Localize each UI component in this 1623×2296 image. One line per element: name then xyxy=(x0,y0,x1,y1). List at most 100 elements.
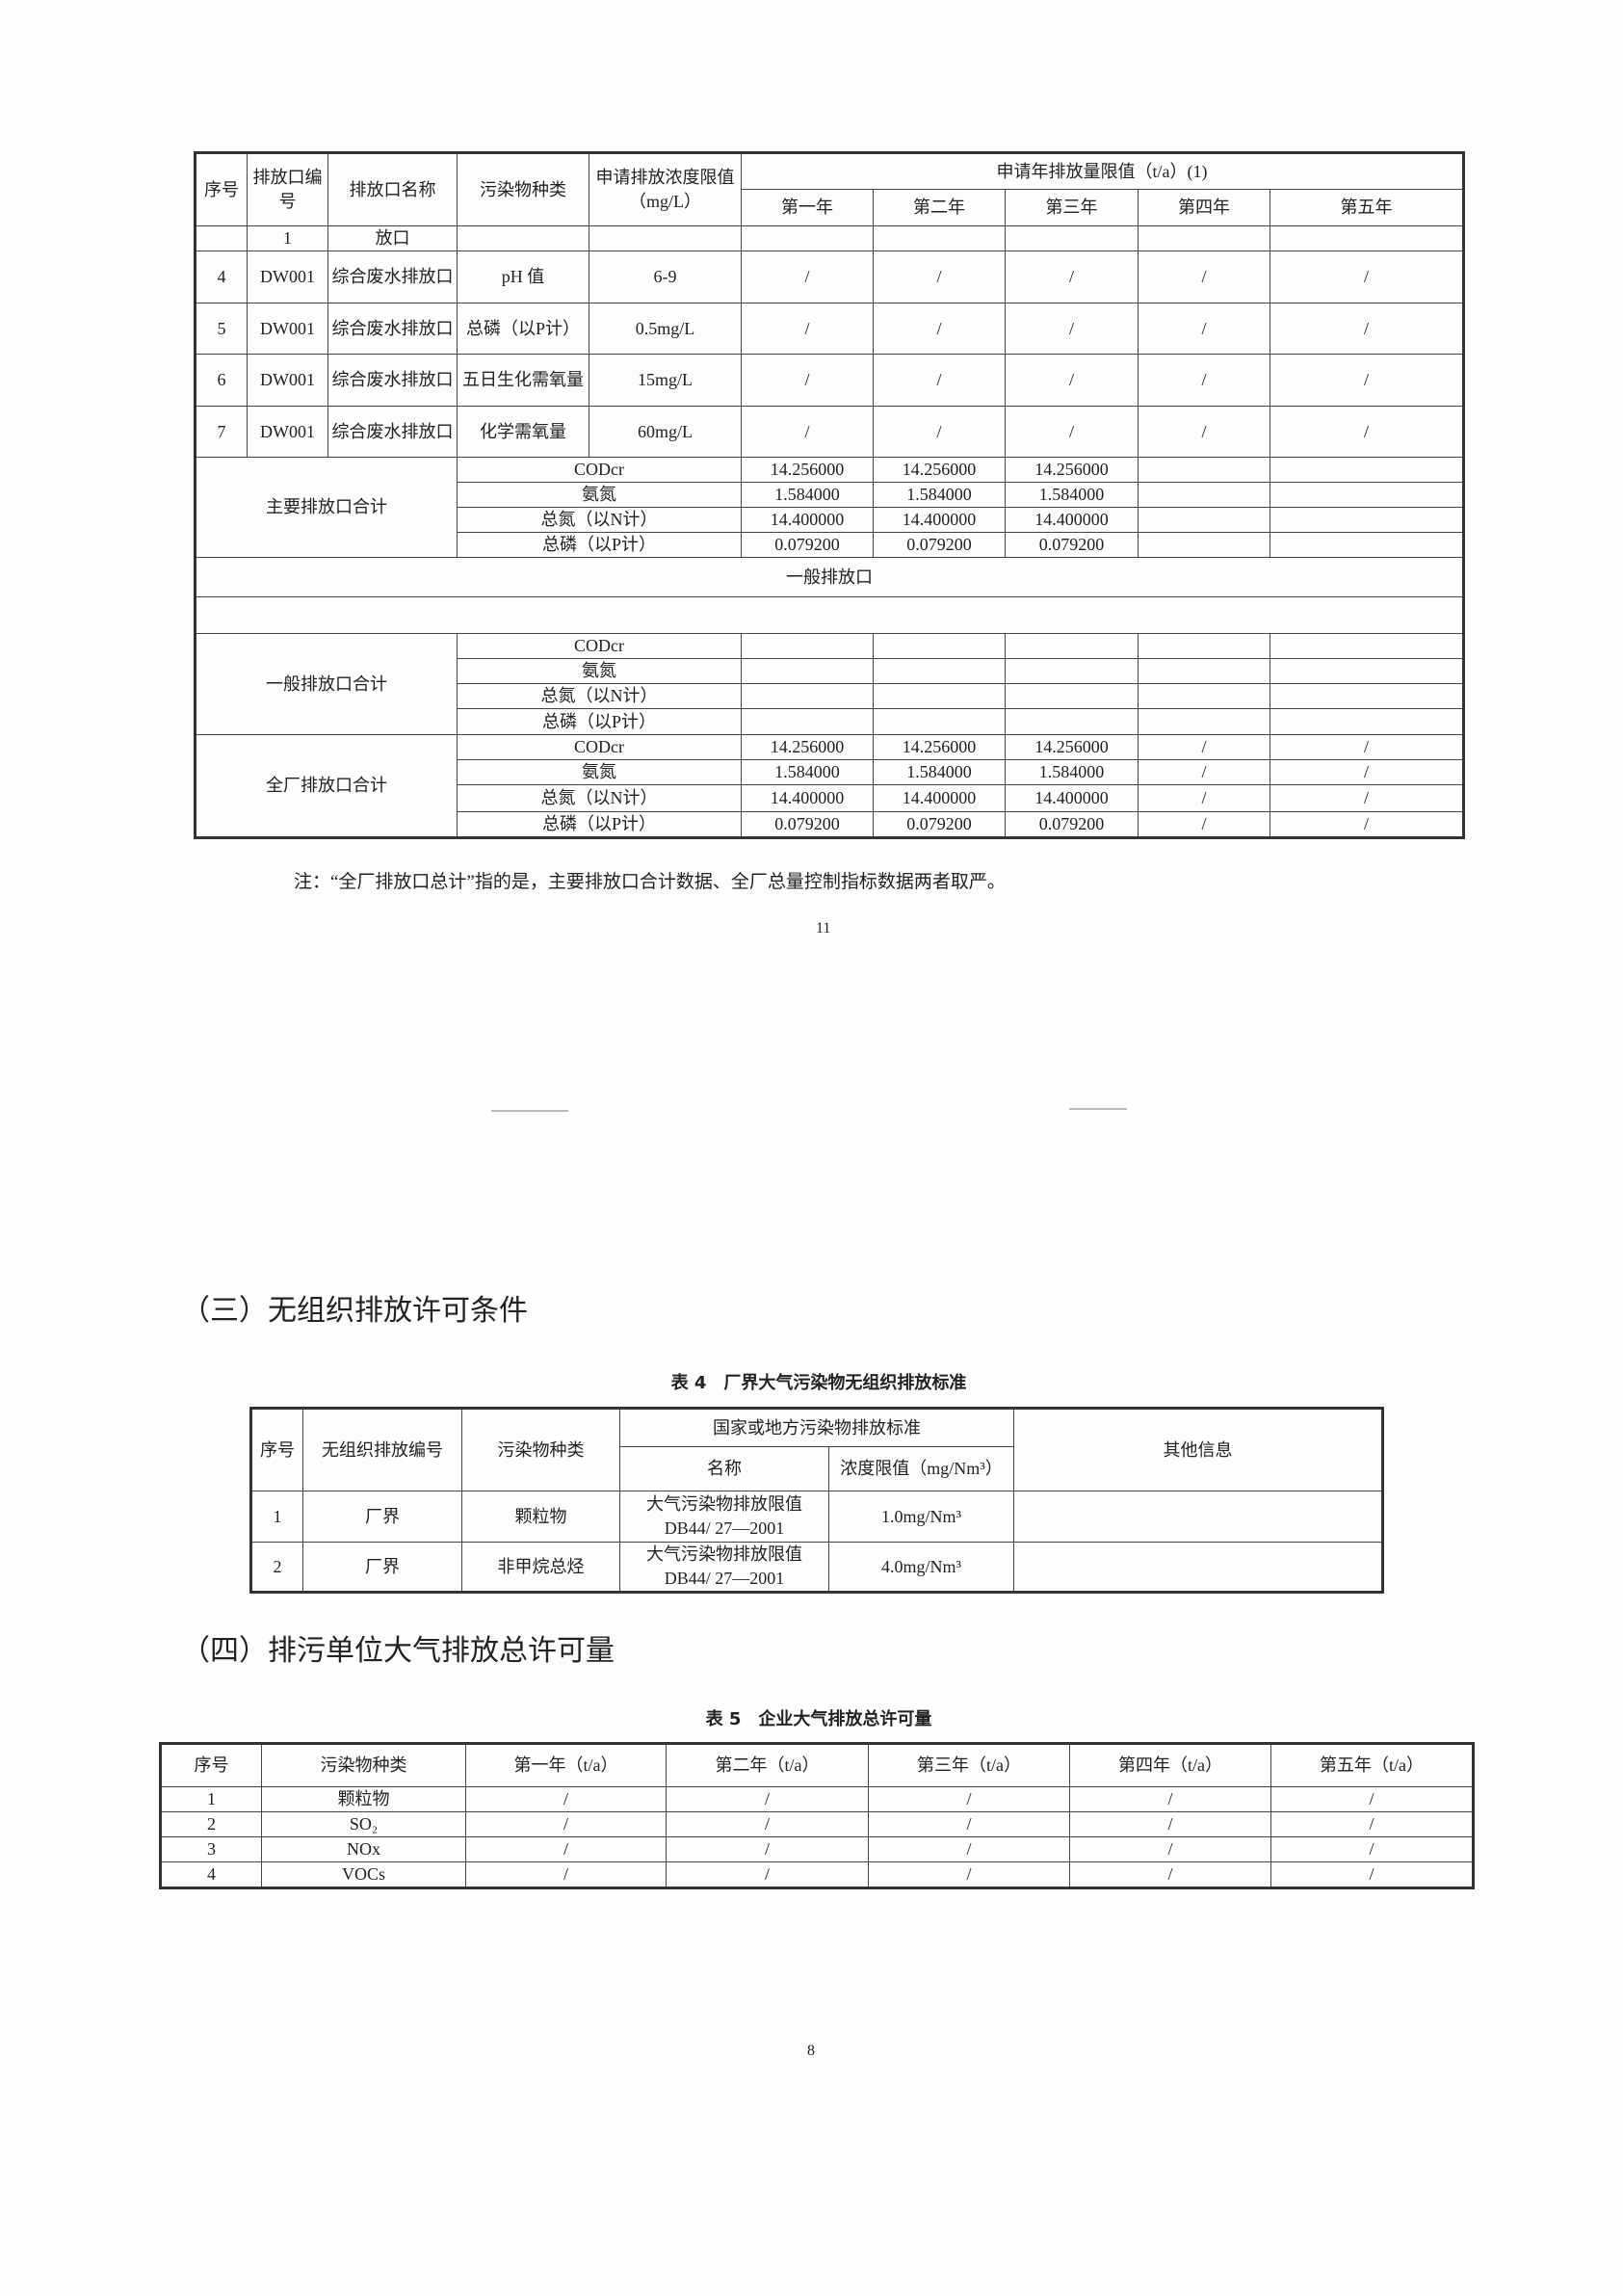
table-cell: / xyxy=(868,1786,1070,1812)
table-cell: 一般排放口合计 xyxy=(195,633,458,735)
table-row: 6 DW001 综合废水排放口 五日生化需氧量 15mg/L / / / / / xyxy=(195,354,1465,407)
table-cell xyxy=(194,596,1465,634)
scan-artifact xyxy=(491,1110,568,1112)
table-cell: 全厂排放口合计 xyxy=(195,734,458,838)
table-row: 3 NOx / / / / / xyxy=(160,1836,1474,1862)
table-cell: 15mg/L xyxy=(589,354,742,407)
table-cell: 4.0mg/Nm³ xyxy=(828,1542,1014,1593)
table-cell: 14.256000 xyxy=(873,734,1006,760)
table-cell: / xyxy=(873,406,1006,458)
table-cell: 1.584000 xyxy=(1005,482,1139,508)
table-cell xyxy=(1005,708,1139,735)
table-cell: 第四年 xyxy=(1138,189,1270,226)
table-cell: 6-9 xyxy=(589,251,742,303)
table-cell: / xyxy=(1138,303,1270,355)
table-cell: / xyxy=(1069,1836,1271,1862)
table-cell: / xyxy=(666,1861,869,1888)
table-cell: / xyxy=(868,1836,1070,1862)
table-cell: 第一年 xyxy=(741,189,874,226)
table-cell: 6 xyxy=(195,354,248,407)
table-cell: / xyxy=(1005,406,1139,458)
table-cell: 0.5mg/L xyxy=(589,303,742,355)
table-cell: 14.400000 xyxy=(873,507,1006,533)
table-cell xyxy=(873,633,1006,659)
table-cell: CODcr xyxy=(457,457,742,483)
header-cell: 序号 xyxy=(195,152,248,226)
table-cell: DW001 xyxy=(247,303,328,355)
table-cell: 大气污染物排放限值 DB44/ 27—2001 xyxy=(619,1542,829,1593)
table-cell: 0.079200 xyxy=(1005,532,1139,558)
table-cell: 14.400000 xyxy=(741,784,874,812)
table-cell: / xyxy=(873,303,1006,355)
table-cell: / xyxy=(741,354,874,407)
table-cell: / xyxy=(741,251,874,303)
header-cell: 污染物种类 xyxy=(461,1408,620,1491)
table-cell: 14.256000 xyxy=(873,457,1006,483)
table-cell xyxy=(1005,633,1139,659)
table-cell: 放口 xyxy=(327,225,458,251)
table-cell: / xyxy=(1269,759,1465,785)
table-cell: 2 xyxy=(250,1542,303,1593)
header-cell: 第五年（t/a） xyxy=(1270,1743,1474,1787)
table-row: 总氮（以N计） xyxy=(196,683,1465,709)
table-cell: 0.079200 xyxy=(1005,811,1139,838)
table-cell xyxy=(1005,683,1139,709)
table-cell: 总氮（以N计） xyxy=(457,507,742,533)
table-cell: VOCs xyxy=(261,1861,466,1888)
table-cell xyxy=(1013,1542,1383,1593)
table-cell: 14.400000 xyxy=(741,507,874,533)
table-cell: / xyxy=(873,354,1006,407)
table-row: 总氮（以N计） 14.400000 14.400000 14.400000 xyxy=(196,507,1465,533)
table-cell xyxy=(1013,1491,1383,1543)
table-cell: / xyxy=(1005,303,1139,355)
table-cell: 总磷（以P计） xyxy=(457,303,589,355)
table-cell: / xyxy=(1270,1786,1474,1812)
table-cell: 名称 xyxy=(619,1446,829,1491)
table-row: 第一年 第二年 第三年 第四年 第五年 xyxy=(196,189,1465,226)
table-cell xyxy=(1138,225,1270,251)
table-cell: 总氮（以N计） xyxy=(457,683,742,709)
table-row: 总磷（以P计） xyxy=(196,708,1465,735)
table-cell xyxy=(873,683,1006,709)
table-cell: 0.079200 xyxy=(873,811,1006,838)
table-cell: 氨氮 xyxy=(457,759,742,785)
table-cell: / xyxy=(666,1786,869,1812)
table-cell: 4 xyxy=(160,1861,262,1888)
table-cell: 60mg/L xyxy=(589,406,742,458)
table-cell: / xyxy=(1269,811,1465,838)
table-cell: 2 xyxy=(160,1811,262,1837)
table-cell: 14.400000 xyxy=(873,784,1006,812)
header-cell: 申请年排放量限值（t/a）(1) xyxy=(740,152,1465,190)
page-number: 11 xyxy=(816,920,831,937)
header-cell: 国家或地方污染物排放标准 xyxy=(619,1408,1014,1447)
table-cell xyxy=(1138,633,1270,659)
table-row xyxy=(194,596,1465,634)
table-cell xyxy=(873,708,1006,735)
table-cell xyxy=(1269,658,1465,684)
table-cell xyxy=(741,633,874,659)
table-cell: 氨氮 xyxy=(457,658,742,684)
table-row: 4 DW001 综合废水排放口 pH 值 6-9// / / / xyxy=(195,251,1465,303)
table-cell xyxy=(741,225,874,251)
table-cell xyxy=(1138,658,1270,684)
table-cell: 1.584000 xyxy=(741,482,874,508)
table-cell: / xyxy=(1138,251,1270,303)
table-cell: 14.256000 xyxy=(741,457,874,483)
table-cell: / xyxy=(873,251,1006,303)
table-cell: / xyxy=(1005,354,1139,407)
header-cell: 其他信息 xyxy=(1013,1408,1383,1491)
table-cell: / xyxy=(1005,251,1139,303)
table-note: 注：“全厂排放口总计”指的是，主要排放口合计数据、全厂总量控制指标数据两者取严。 xyxy=(294,872,1006,892)
table-cell: 7 xyxy=(195,406,248,458)
header-cell: 无组织排放编号 xyxy=(302,1408,462,1491)
table-cell: CODcr xyxy=(457,734,742,760)
header-cell: 序号 xyxy=(160,1743,262,1787)
table-cell: 非甲烷总烃 xyxy=(461,1542,620,1593)
table-cell: 第五年 xyxy=(1269,189,1465,226)
table-cell: / xyxy=(1069,1786,1271,1812)
table-cell xyxy=(1269,532,1465,558)
header-cell: 排放口编号 xyxy=(247,152,328,226)
table-cell xyxy=(741,708,874,735)
table-cell: 1 xyxy=(160,1786,262,1812)
table-row: 氨氮 1.584000 1.584000 1.584000 xyxy=(196,482,1465,508)
